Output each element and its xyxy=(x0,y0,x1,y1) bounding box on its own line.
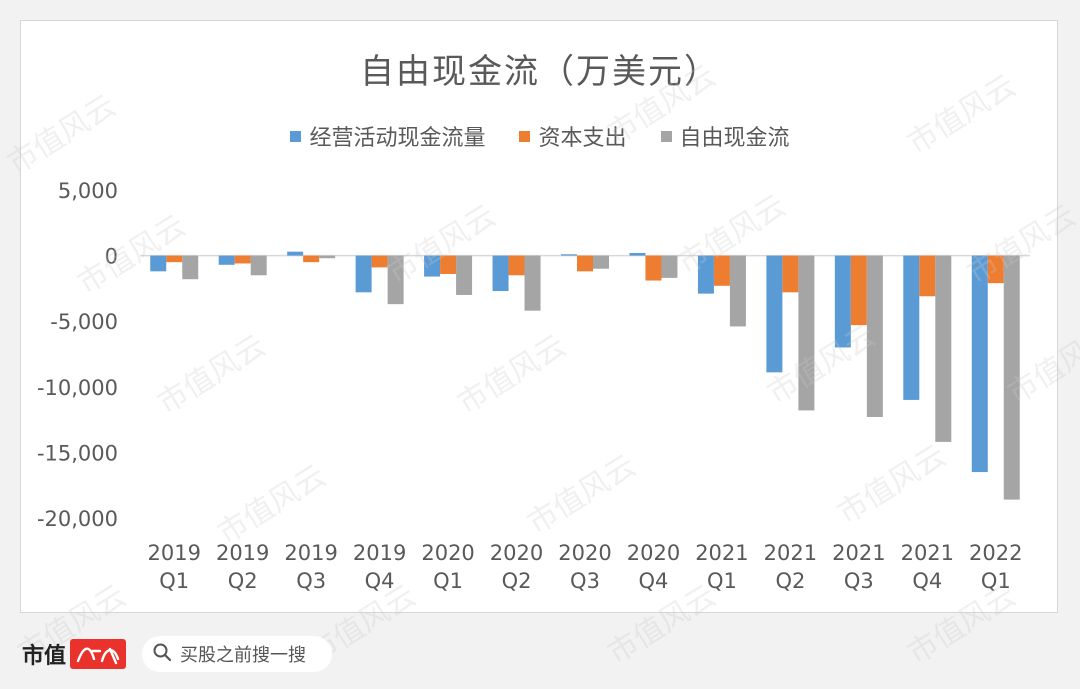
legend-label-free-cf: 自由现金流 xyxy=(679,126,790,151)
search-box[interactable]: 买股之前搜一搜 xyxy=(142,636,332,672)
bar-operating-cf xyxy=(971,255,988,473)
bar-capex xyxy=(577,255,593,272)
bar-operating-cf xyxy=(834,255,851,348)
x-tick-label-quarter: Q4 xyxy=(365,569,395,593)
bar-capex xyxy=(850,255,867,326)
bar-capex xyxy=(166,255,183,263)
bar-capex xyxy=(234,255,251,264)
legend: 经营活动现金流量 资本支出 自由现金流 xyxy=(0,120,1080,152)
brand-text: 市值 xyxy=(22,643,67,669)
legend-item-capex: 资本支出 xyxy=(519,120,627,152)
legend-item-operating-cf: 经营活动现金流量 xyxy=(290,120,485,152)
bar-free-cf xyxy=(456,255,473,295)
x-tick-label-year: 2020 xyxy=(421,541,474,565)
bar-free-cf xyxy=(1003,255,1020,500)
y-tick-label: -20,000 xyxy=(37,507,118,531)
bar-operating-cf xyxy=(287,251,304,256)
brand: 市值 xyxy=(22,638,127,670)
bar-free-cf xyxy=(387,255,404,305)
x-tick-label-quarter: Q3 xyxy=(570,569,600,593)
x-tick-label-quarter: Q4 xyxy=(639,569,669,593)
bar-capex xyxy=(713,255,730,286)
x-tick-label-quarter: Q1 xyxy=(159,569,189,593)
bar-free-cf xyxy=(319,255,336,259)
x-tick-label-quarter: Q2 xyxy=(228,569,258,593)
legend-label-operating-cf: 经营活动现金流量 xyxy=(309,126,486,151)
y-tick-label: 5,000 xyxy=(58,179,118,203)
x-tick-label-quarter: Q4 xyxy=(912,569,942,593)
bar-free-cf xyxy=(524,255,541,311)
y-tick-label: -5,000 xyxy=(50,310,118,334)
brand-logo-glyph xyxy=(76,647,120,665)
x-tick-label-quarter: Q3 xyxy=(844,569,874,593)
bar-capex xyxy=(919,255,936,297)
x-tick-label-year: 2021 xyxy=(901,541,954,565)
bar-capex xyxy=(508,255,525,276)
bar-free-cf xyxy=(866,255,883,417)
bar-operating-cf xyxy=(903,255,920,400)
bar-operating-cf xyxy=(355,255,372,293)
bar-operating-cf xyxy=(561,254,577,256)
bar-free-cf xyxy=(593,255,609,269)
bar-operating-cf xyxy=(218,255,235,265)
x-tick-label-quarter: Q1 xyxy=(981,569,1011,593)
bar-operating-cf xyxy=(697,255,714,294)
bar-free-cf xyxy=(935,255,952,442)
x-tick-label-year: 2019 xyxy=(216,541,269,565)
legend-swatch-free-cf xyxy=(660,130,672,142)
bar-capex xyxy=(440,255,457,274)
x-tick-label-year: 2019 xyxy=(284,541,337,565)
brand-logo xyxy=(70,639,127,669)
bar-operating-cf xyxy=(150,255,167,272)
bar-capex xyxy=(987,255,1004,284)
bar-free-cf xyxy=(182,255,199,280)
y-tick-label: -10,000 xyxy=(37,376,118,400)
bar-free-cf xyxy=(729,255,746,327)
bar-operating-cf xyxy=(492,255,509,292)
chart-frame xyxy=(20,20,1058,613)
legend-swatch-operating-cf xyxy=(290,130,302,142)
bar-capex xyxy=(371,255,388,268)
x-tick-label-year: 2020 xyxy=(490,541,543,565)
x-tick-label-year: 2020 xyxy=(627,541,680,565)
x-tick-label-year: 2022 xyxy=(969,541,1022,565)
x-tick-label-quarter: Q2 xyxy=(502,569,532,593)
legend-item-free-cf: 自由现金流 xyxy=(660,120,790,152)
bar-capex xyxy=(645,255,662,281)
x-tick-label-quarter: Q1 xyxy=(433,569,463,593)
x-tick-label-quarter: Q2 xyxy=(775,569,805,593)
legend-label-capex: 资本支出 xyxy=(538,126,627,151)
x-tick-label-year: 2020 xyxy=(558,541,611,565)
x-tick-label-year: 2021 xyxy=(764,541,817,565)
x-tick-label-year: 2019 xyxy=(148,541,201,565)
chart-title: 自由现金流（万美元） xyxy=(360,52,720,92)
bar-operating-cf xyxy=(766,255,783,373)
y-tick-label: -15,000 xyxy=(37,441,118,465)
search-placeholder: 买股之前搜一搜 xyxy=(180,645,306,666)
x-tick-label-year: 2021 xyxy=(832,541,885,565)
bar-free-cf xyxy=(250,255,267,276)
y-tick-label: 0 xyxy=(105,245,118,269)
bar-capex xyxy=(303,255,320,263)
search-icon xyxy=(152,642,172,667)
x-tick-label-quarter: Q3 xyxy=(296,569,326,593)
bar-operating-cf xyxy=(424,255,441,277)
bar-free-cf xyxy=(798,255,815,411)
bar-operating-cf xyxy=(629,252,646,256)
x-tick-label-year: 2019 xyxy=(353,541,406,565)
legend-swatch-capex xyxy=(519,130,531,142)
bar-free-cf xyxy=(661,255,678,278)
x-tick-label-year: 2021 xyxy=(695,541,748,565)
x-tick-label-quarter: Q1 xyxy=(707,569,737,593)
bar-capex xyxy=(782,255,799,293)
footer: 市值 买股之前搜一搜 xyxy=(0,625,1080,689)
